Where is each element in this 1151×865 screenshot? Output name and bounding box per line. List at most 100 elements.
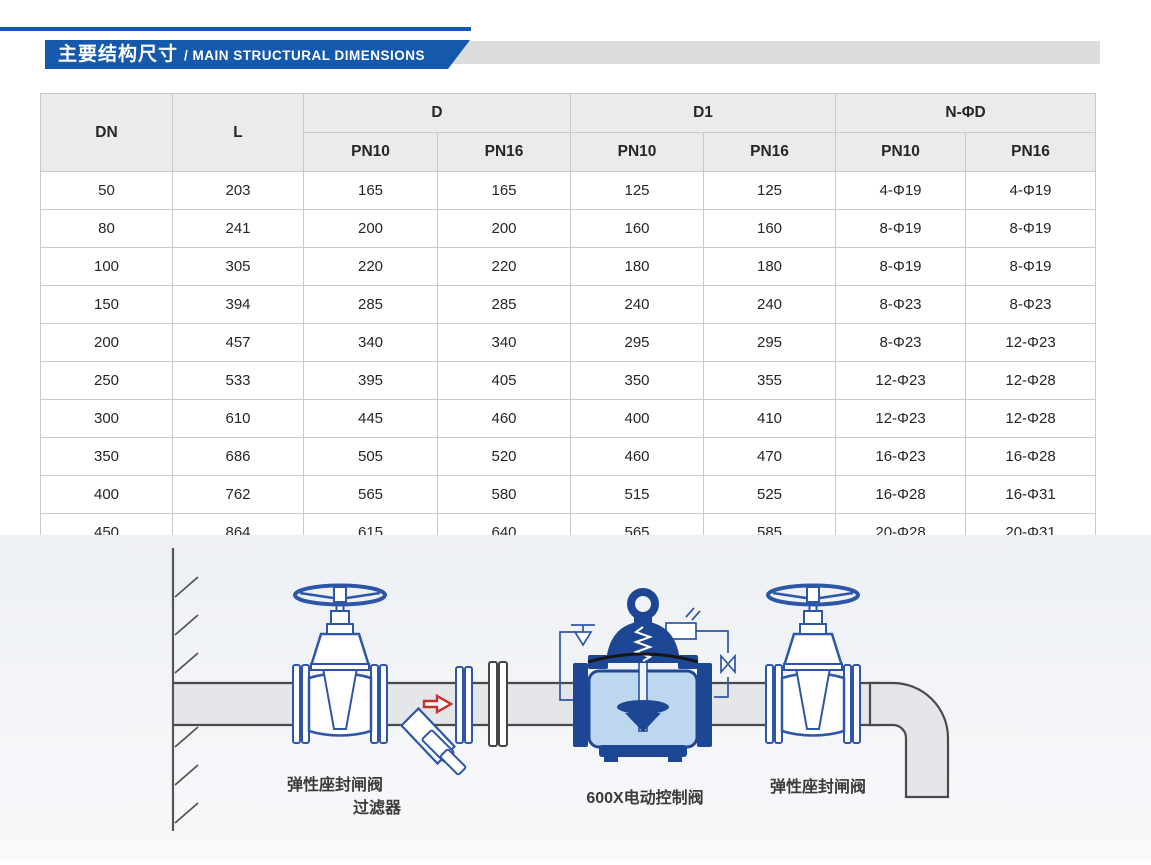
table-cell: 150 [40,285,173,324]
table-cell: 355 [703,361,837,400]
label-strainer: 过滤器 [353,798,402,817]
table-cell: 241 [172,209,304,248]
table-cell: 12-Φ23 [965,323,1097,362]
table-cell: 8-Φ23 [965,285,1097,324]
table-cell: 533 [172,361,304,400]
table-cell: 8-Φ19 [965,247,1097,286]
section-title-en: / MAIN STRUCTURAL DIMENSIONS [184,48,426,63]
table-row: 300 610 445 460 400 410 12-Φ23 12-Φ28 [40,399,1097,438]
installation-diagram: 弹性座封闸阀 过滤器 600X电动控制阀 弹性座封闸阀 [0,535,1151,860]
table-cell: 610 [172,399,304,438]
table-cell: 305 [172,247,304,286]
col-header-nphid: N-ΦD [835,93,1097,133]
table-cell: 460 [570,437,705,476]
table-cell: 125 [703,171,837,210]
table-cell: 165 [303,171,438,210]
col-header-d-pn16: PN16 [436,132,572,172]
table-cell: 445 [303,399,438,438]
table-cell: 200 [436,209,572,248]
table-row: 350 686 505 520 460 470 16-Φ23 16-Φ28 [40,437,1097,476]
table-cell: 50 [40,171,173,210]
col-header-d1: D1 [570,93,837,133]
table-cell: 100 [40,247,173,286]
label-control-valve: 600X电动控制阀 [586,788,703,807]
col-header-d1-pn10: PN10 [570,132,705,172]
table-cell: 80 [40,209,173,248]
table-cell: 515 [570,475,705,514]
label-gate-valve-right: 弹性座封闸阀 [770,777,866,796]
pipe-elbow [868,681,950,799]
table-cell: 200 [303,209,438,248]
table-row: 400 762 565 580 515 525 16-Φ28 16-Φ31 [40,475,1097,514]
strainer [399,661,508,776]
table-cell: 4-Φ19 [965,171,1097,210]
table-cell: 220 [303,247,438,286]
table-cell: 520 [436,437,572,476]
table-cell: 295 [570,323,705,362]
table-cell: 250 [40,361,173,400]
table-cell: 8-Φ23 [835,285,967,324]
table-cell: 240 [570,285,705,324]
col-header-l: L [172,93,304,172]
section-title-zh: 主要结构尺寸 [58,44,179,65]
table-cell: 410 [703,399,837,438]
table-cell: 285 [303,285,438,324]
dimensions-table: DN L D D1 N-ΦD PN10 PN16 PN10 PN16 PN10 … [40,93,1097,552]
col-header-d1-pn16: PN16 [703,132,837,172]
table-cell: 12-Φ28 [965,399,1097,438]
table-cell: 400 [40,475,173,514]
table-cell: 165 [436,171,572,210]
table-cell: 8-Φ19 [965,209,1097,248]
table-cell: 686 [172,437,304,476]
table-cell: 350 [570,361,705,400]
table-cell: 180 [703,247,837,286]
table-cell: 762 [172,475,304,514]
col-header-n-pn10: PN10 [835,132,967,172]
label-gate-valve-left: 弹性座封闸阀 [287,775,383,794]
table-cell: 394 [172,285,304,324]
table-cell: 12-Φ23 [835,361,967,400]
table-cell: 400 [570,399,705,438]
table-cell: 340 [436,323,572,362]
table-row: 250 533 395 405 350 355 12-Φ23 12-Φ28 [40,361,1097,400]
wall [171,548,199,831]
table-cell: 4-Φ19 [835,171,967,210]
lifting-ring-icon [627,588,659,620]
table-cell: 16-Φ23 [835,437,967,476]
table-row: 150 394 285 285 240 240 8-Φ23 8-Φ23 [40,285,1097,324]
table-cell: 457 [172,323,304,362]
table-cell: 395 [303,361,438,400]
installation-diagram-svg: 弹性座封闸阀 过滤器 600X电动控制阀 弹性座封闸阀 [0,535,1151,860]
table-body: 50 203 165 165 125 125 4-Φ19 4-Φ19 80 241 200 200 16… [40,171,1097,552]
table-cell: 565 [303,475,438,514]
table-row: 50 203 165 165 125 125 4-Φ19 4-Φ19 [40,171,1097,210]
accent-top-line [0,27,471,31]
table-row: 80 241 200 200 160 160 8-Φ19 8-Φ19 [40,209,1097,248]
table-cell: 16-Φ28 [965,437,1097,476]
table-cell: 580 [436,475,572,514]
banner-tail-bar [450,41,1100,64]
table-cell: 16-Φ28 [835,475,967,514]
col-header-d: D [302,93,572,133]
table-cell: 470 [703,437,837,476]
table-cell: 160 [703,209,837,248]
table-row: 200 457 340 340 295 295 8-Φ23 12-Φ23 [40,323,1097,362]
table-cell: 180 [570,247,705,286]
table-cell: 160 [570,209,705,248]
table-cell: 12-Φ28 [965,361,1097,400]
table-cell: 200 [40,323,173,362]
table-cell: 350 [40,437,173,476]
table-header-row-groups: DN L D D1 N-ΦD [40,93,1097,172]
table-cell: 340 [303,323,438,362]
table-cell: 295 [703,323,837,362]
col-header-n-pn16: PN16 [965,132,1097,172]
section-title-banner: 主要结构尺寸 / MAIN STRUCTURAL DIMENSIONS [45,40,470,69]
table-cell: 405 [436,361,572,400]
col-header-d-pn10: PN10 [303,132,438,172]
control-valve-600x [559,588,736,762]
table-cell: 12-Φ23 [835,399,967,438]
table-cell: 525 [703,475,837,514]
table-header-row-pn: PN10 PN16 PN10 PN16 PN10 PN16 [41,132,1097,172]
table-cell: 8-Φ23 [835,323,967,362]
table-cell: 16-Φ31 [965,475,1097,514]
